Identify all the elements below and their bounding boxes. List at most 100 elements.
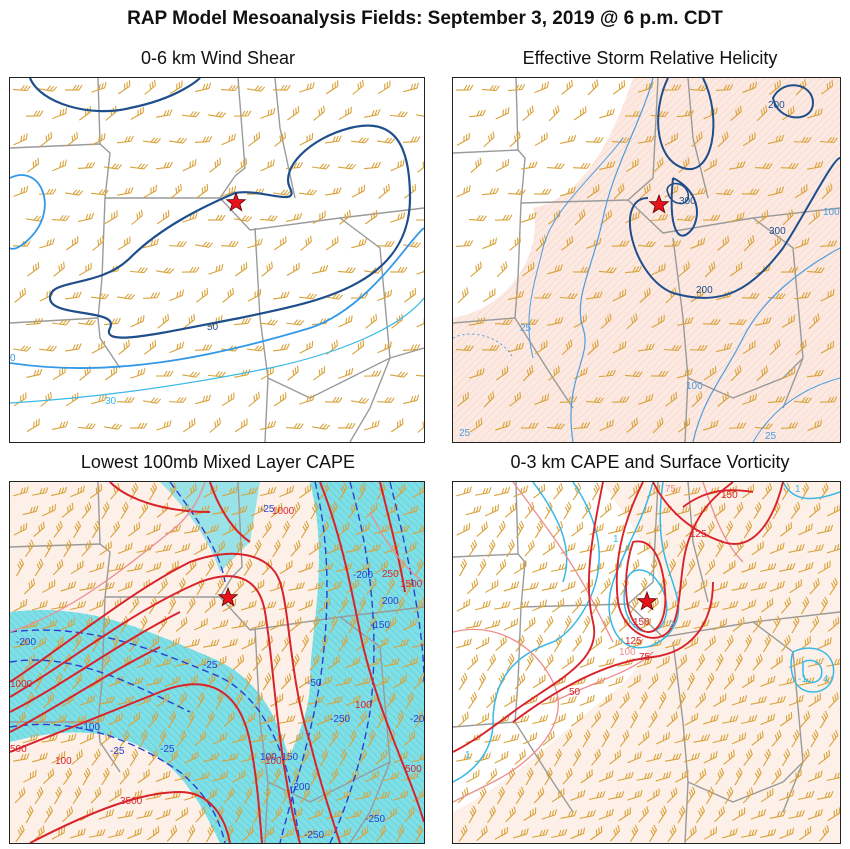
wind-barb-icon: [309, 654, 320, 671]
wind-barb-icon: [185, 559, 197, 576]
cape-3km-map: 150 125 75 150 125 100 75 50 3 1 4 1 1 -…: [453, 482, 840, 843]
wind-barb-icon: [534, 132, 548, 147]
contour-label: 100: [265, 756, 282, 767]
wind-barb-icon: [377, 289, 393, 301]
wind-barb-icon: [241, 752, 257, 763]
wind-barb-icon: [713, 502, 726, 518]
wind-barb-icon: [346, 579, 359, 594]
wind-barb-icon: [383, 543, 400, 554]
wind-barb-icon: [562, 768, 573, 785]
wind-barb-icon: [476, 825, 488, 842]
wind-barb-icon: [573, 367, 588, 380]
wind-barb-icon: [273, 392, 287, 407]
contour-label: 4: [823, 674, 829, 685]
wind-barb-icon: [272, 653, 281, 672]
wind-barb-icon: [779, 712, 793, 727]
wind-barb-icon: [383, 771, 400, 782]
wind-barb-icon: [768, 186, 785, 197]
wind-barb-icon: [52, 107, 68, 119]
wind-barb-icon: [663, 344, 682, 352]
wind-barb-icon: [91, 520, 101, 539]
wind-barb-icon: [54, 786, 62, 805]
wind-barb-icon: [233, 578, 245, 595]
contour-label: 100: [55, 756, 72, 767]
wind-barb-icon: [393, 525, 410, 534]
wind-barb-icon: [181, 266, 200, 273]
contour-label: -25: [260, 504, 275, 515]
wind-barb-icon: [376, 240, 395, 247]
wind-barb-icon: [404, 806, 415, 823]
wind-barb-icon: [139, 615, 148, 634]
wind-barb-icon: [184, 638, 201, 649]
wind-barb-icon: [717, 235, 730, 251]
wind-barb-icon: [260, 601, 277, 610]
wind-barb-icon: [22, 620, 39, 629]
wind-barb-icon: [475, 712, 490, 726]
wind-barb-icon: [585, 136, 604, 143]
wind-barb-icon: [520, 422, 539, 429]
wind-barb-icon: [609, 749, 622, 765]
wind-barb-icon: [542, 541, 555, 556]
wind-barb-icon: [731, 695, 748, 706]
wind-barb-icon: [524, 540, 535, 557]
wind-barb-icon: [231, 505, 248, 516]
wind-barb-icon: [544, 501, 553, 520]
wind-barb-icon: [204, 597, 216, 614]
wind-barb-icon: [337, 597, 349, 614]
wind-barb-icon: [762, 634, 772, 653]
wind-barb-icon: [684, 600, 700, 611]
wind-barb-icon: [234, 691, 243, 710]
wind-barb-icon: [799, 635, 812, 651]
wind-barb-icon: [469, 418, 483, 433]
wind-barb-icon: [213, 540, 226, 557]
wind-barb-icon: [346, 769, 359, 784]
wind-barb-icon: [579, 809, 596, 819]
wind-barb-icon: [298, 674, 312, 689]
wind-barb-icon: [174, 543, 191, 554]
wind-barb-icon: [91, 394, 107, 405]
wind-barb-icon: [61, 502, 74, 518]
wind-barb-icon: [585, 291, 603, 300]
contour-label: 0: [10, 353, 16, 364]
wind-barb-icon: [415, 371, 424, 378]
wind-barb-icon: [60, 618, 76, 631]
wind-barb-icon: [515, 520, 525, 539]
wind-barb-icon: [65, 236, 79, 251]
wind-barb-icon: [475, 487, 492, 496]
wind-barb-icon: [781, 367, 796, 380]
wind-barb-icon: [259, 319, 279, 326]
wind-barb-icon: [730, 105, 742, 121]
wind-barb-icon: [299, 394, 315, 405]
wind-barb-icon: [222, 638, 238, 649]
wind-barb-icon: [300, 634, 310, 653]
wind-barb-icon: [693, 619, 710, 630]
wind-barb-icon: [336, 827, 352, 840]
wind-barb-icon: [351, 397, 370, 404]
wind-barb-icon: [534, 81, 549, 94]
wind-barb-icon: [222, 287, 234, 303]
wind-barb-icon: [522, 695, 539, 706]
wind-barb-icon: [155, 770, 171, 783]
wind-barb-icon: [291, 767, 300, 786]
wind-barb-icon: [455, 344, 474, 352]
wind-barb-icon: [357, 596, 367, 615]
wind-barb-icon: [243, 786, 253, 805]
wind-barb-icon: [760, 562, 777, 572]
wind-barb-icon: [696, 539, 705, 558]
wind-barb-icon: [241, 637, 256, 650]
wind-barb-icon: [130, 106, 144, 120]
wind-barb-icon: [582, 615, 591, 634]
wind-barb-icon: [376, 396, 395, 404]
wind-barb-icon: [143, 397, 162, 404]
contour-label: -200: [410, 714, 424, 725]
wind-barb-icon: [561, 235, 574, 251]
wind-barb-icon: [523, 807, 537, 821]
wind-barb-icon: [620, 577, 629, 596]
wind-barb-icon: [298, 561, 314, 573]
wind-barb-icon: [458, 824, 468, 842]
wind-barb-icon: [208, 111, 227, 118]
wind-barb-icon: [651, 314, 665, 328]
wind-barb-icon: [513, 715, 530, 724]
wind-barb-icon: [136, 656, 152, 669]
wind-barb-icon: [689, 344, 708, 351]
